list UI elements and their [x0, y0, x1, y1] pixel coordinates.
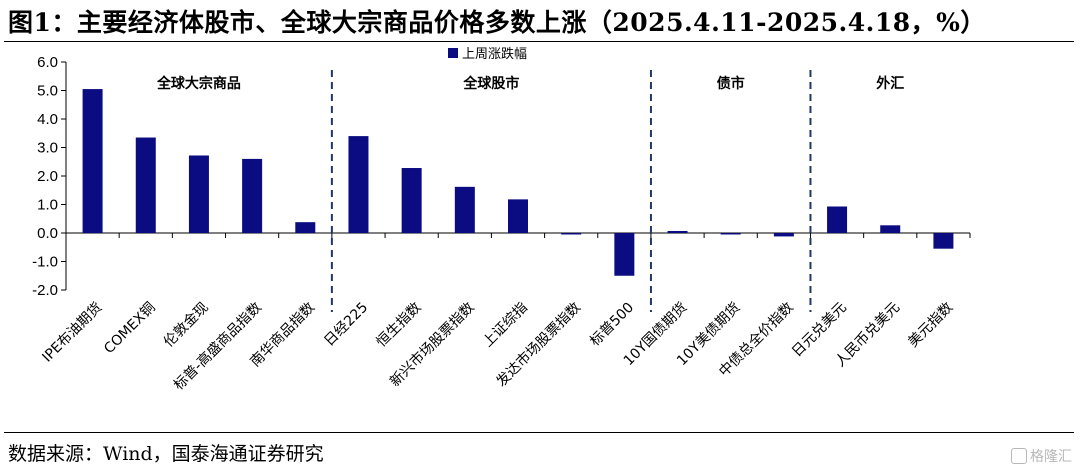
bar: [348, 136, 369, 233]
y-tick-label: 0.0: [37, 225, 58, 242]
legend: 上周涨跌幅: [448, 46, 527, 62]
y-tick-label: 3.0: [37, 140, 58, 157]
x-tick-label: IPE布油期货: [39, 299, 106, 366]
bar: [773, 233, 794, 237]
bar: [295, 222, 316, 233]
y-tick-label: -2.0: [32, 282, 58, 299]
watermark-logo-icon: [1011, 448, 1027, 464]
x-tick-label: COMEX铜: [101, 300, 158, 357]
x-tick-label: 标普-高盛商品指数: [170, 299, 265, 394]
bar: [880, 225, 901, 233]
group-label: 债市: [717, 75, 745, 92]
x-tick-label: 标普500: [587, 300, 637, 350]
bar: [614, 233, 635, 276]
bar: [242, 158, 263, 233]
bar: [667, 231, 688, 233]
bars: [82, 89, 954, 276]
x-tick-label: 美元指数: [905, 300, 956, 351]
bar: [188, 155, 209, 233]
legend-label: 上周涨跌幅: [462, 46, 527, 62]
group-label: 全球大宗商品: [156, 75, 241, 92]
bar: [401, 168, 422, 233]
x-tick-label: 上证综指: [480, 300, 531, 351]
y-tick-label: 5.0: [37, 83, 58, 100]
group-label: 全球股市: [462, 75, 519, 92]
y-tick-label: 2.0: [37, 168, 58, 185]
bar: [135, 137, 156, 233]
bar: [82, 89, 103, 233]
group-label: 外汇: [876, 75, 904, 92]
bar-chart: 6.0 5.0 4.0 3.0 2.0 1.0 0.0 -1.0 -2.0 IPE布油期货COM…: [32, 46, 971, 394]
footer-divider: [4, 432, 1074, 433]
bar: [933, 233, 954, 249]
bar: [561, 233, 582, 235]
x-tick-label: 恒生指数: [374, 300, 425, 351]
bar: [720, 233, 741, 235]
group-labels: 全球大宗商品 全球股市 债市 外汇: [156, 70, 904, 312]
title-divider: [4, 41, 1074, 42]
watermark: 格隆汇: [1011, 446, 1072, 466]
legend-swatch: [448, 48, 458, 58]
x-tick-label: 日经225: [321, 300, 371, 350]
source-note: 数据来源：Wind，国泰海通证券研究: [8, 443, 324, 465]
y-tick-label: 1.0: [37, 197, 58, 214]
watermark-text: 格隆汇: [1030, 449, 1072, 465]
x-tick-label: 伦敦金现: [161, 300, 212, 351]
bar: [827, 206, 848, 233]
chart-title: 图1：主要经济体股市、全球大宗商品价格多数上涨（2025.4.11-2025.4…: [8, 8, 986, 37]
y-tick-label: 6.0: [37, 54, 58, 71]
bar: [508, 199, 528, 233]
bar: [454, 186, 475, 233]
y-tick-label: -1.0: [32, 254, 58, 271]
y-tick-label: 4.0: [37, 111, 58, 128]
